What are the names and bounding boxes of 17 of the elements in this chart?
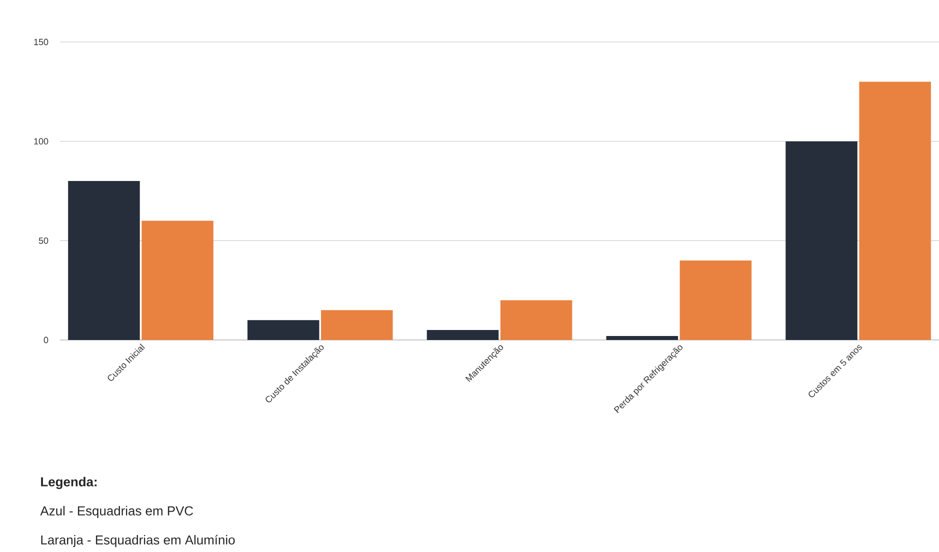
bar [321, 310, 393, 340]
text: Azul - Esquadrias em PVC [40, 506, 194, 518]
y-tick-label: 100 [34, 138, 48, 144]
bar [786, 141, 858, 340]
bar [500, 300, 572, 340]
y-tick-label: 50 [38, 237, 48, 244]
y-tick-label: 0 [44, 336, 48, 344]
text: Legenda: [41, 476, 97, 490]
bar [606, 336, 678, 340]
bar [142, 220, 214, 340]
bar [68, 181, 140, 340]
bar [859, 82, 931, 340]
bar [426, 330, 499, 340]
y-tick-label: 150 [34, 38, 48, 46]
bar [680, 260, 752, 340]
text: Laranja - Esquadrias em Alumínio [41, 534, 235, 548]
bar [247, 320, 320, 340]
